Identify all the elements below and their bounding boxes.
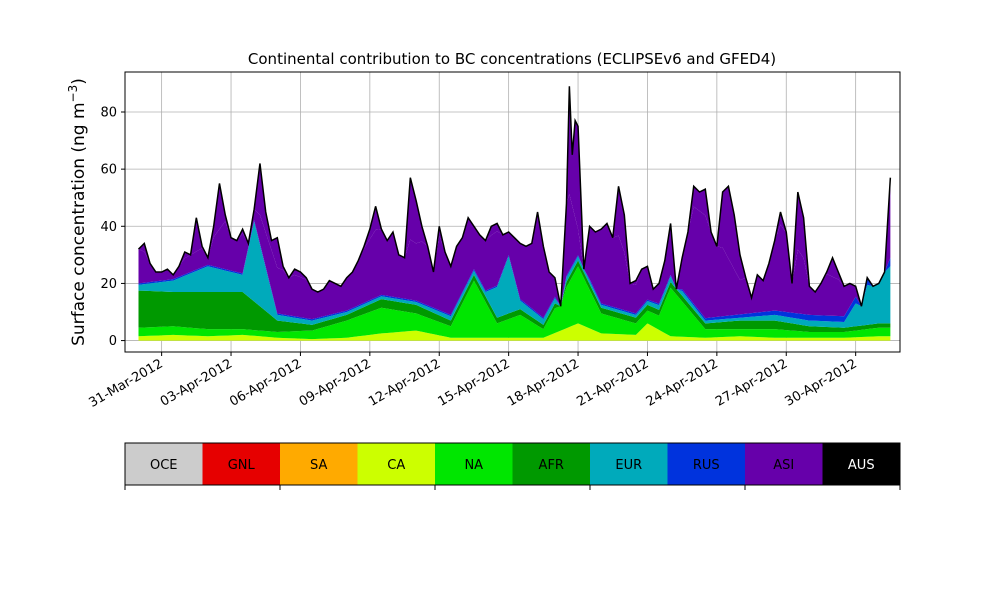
plot-area xyxy=(124,71,901,353)
x-tick-label: 24-Apr-2012 xyxy=(644,356,721,409)
legend-swatch-rus xyxy=(667,443,746,485)
y-tick-label: 60 xyxy=(100,163,117,178)
legend-frame xyxy=(124,442,901,486)
x-tick-label: 21-Apr-2012 xyxy=(574,356,651,409)
area-na xyxy=(138,266,891,340)
legend-label-na: NA xyxy=(464,458,483,473)
chart-title: Continental contribution to BC concentra… xyxy=(248,50,776,68)
x-axis: 31-Mar-201203-Apr-201206-Apr-201209-Apr-… xyxy=(86,352,860,411)
y-axis-label-main: Surface concentration (ng m xyxy=(69,102,89,345)
legend-swatch-ca xyxy=(357,443,436,485)
plot-frame xyxy=(124,71,901,353)
x-tick-label: 18-Apr-2012 xyxy=(505,356,582,409)
y-axis-label-close: ) xyxy=(69,78,89,85)
y-tick-label: 0 xyxy=(109,334,117,349)
x-tick-label: 31-Mar-2012 xyxy=(86,356,165,410)
legend-swatch-sa xyxy=(280,443,358,485)
legend-swatch-eur xyxy=(590,443,668,485)
legend-label-oce: OCE xyxy=(150,458,178,473)
legend-label-aus: AUS xyxy=(848,458,875,473)
x-tick-label: 12-Apr-2012 xyxy=(366,356,443,409)
region-colorbar-legend: OCE GNL SA CA NA AFR EUR RUS ASI AUS xyxy=(124,442,901,490)
legend-swatch-na xyxy=(435,443,513,485)
area-asi xyxy=(138,177,891,320)
y-axis-label: Surface concentration (ng m−3) xyxy=(66,78,89,346)
x-tick-label: 30-Apr-2012 xyxy=(783,356,860,409)
legend-swatch-asi xyxy=(745,443,823,485)
stacked-areas xyxy=(138,86,891,341)
legend-label-ca: CA xyxy=(387,458,405,473)
area-ca xyxy=(138,323,891,341)
legend-swatch-gnl xyxy=(202,443,281,485)
legend-label-afr: AFR xyxy=(539,458,564,473)
legend-label-sa: SA xyxy=(310,458,327,473)
x-tick-label: 27-Apr-2012 xyxy=(713,356,790,409)
x-tick-label: 03-Apr-2012 xyxy=(158,356,235,409)
legend-swatch-afr xyxy=(512,443,591,485)
y-axis-label-exponent: −3 xyxy=(66,85,80,103)
total-concentration-line xyxy=(137,86,892,307)
x-tick-label: 06-Apr-2012 xyxy=(227,356,304,409)
legend-swatch-oce xyxy=(125,443,203,485)
x-tick-label: 09-Apr-2012 xyxy=(297,356,374,409)
area-eur xyxy=(138,221,891,328)
area-afr xyxy=(138,260,891,332)
legend-label-gnl: GNL xyxy=(228,458,256,473)
y-tick-label: 20 xyxy=(100,277,117,292)
legend-label-rus: RUS xyxy=(693,458,720,473)
legend-label-asi: ASI xyxy=(773,458,794,473)
y-tick-label: 40 xyxy=(100,220,117,235)
legend-label-eur: EUR xyxy=(615,458,642,473)
legend-swatch-aus xyxy=(822,443,901,485)
y-axis: 0 20 40 60 80 xyxy=(100,106,125,349)
x-tick-label: 15-Apr-2012 xyxy=(436,356,513,409)
y-tick-label: 80 xyxy=(100,106,117,121)
